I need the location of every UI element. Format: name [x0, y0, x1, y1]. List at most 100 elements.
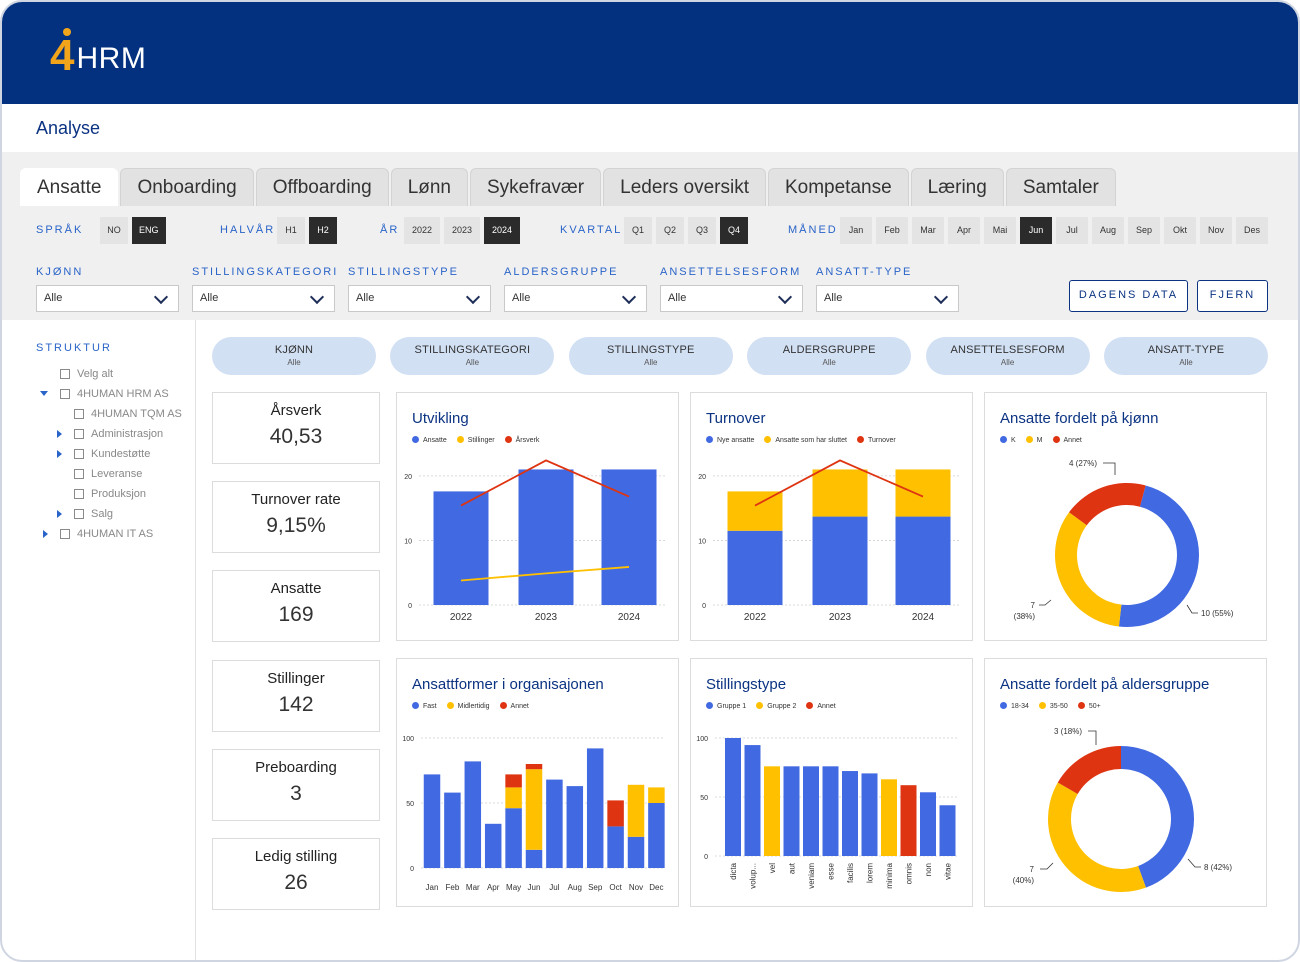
checkbox[interactable]	[60, 529, 70, 539]
tree-item[interactable]: Leveranse	[74, 467, 142, 481]
x-tick-label: non	[924, 863, 933, 876]
dagens-data-button[interactable]: DAGENS DATA	[1069, 280, 1188, 312]
tree-item[interactable]: Velg alt	[60, 367, 113, 381]
filter-pill[interactable]: ANSETTELSESFORM Alle	[925, 337, 1090, 375]
tab-ansatte[interactable]: Ansatte	[20, 168, 119, 206]
filter-pill[interactable]: STILLINGSTYPE Alle	[568, 337, 733, 375]
filter-pill[interactable]: KJØNN Alle	[212, 337, 376, 375]
maned-option-apr[interactable]: Apr	[948, 217, 980, 244]
label-leader-line	[1103, 462, 1116, 475]
bar-segment	[627, 784, 645, 837]
chevron-down-icon	[777, 289, 793, 305]
kpi-card: Ansatte 169	[212, 570, 380, 643]
maned-option-mar[interactable]: Mar	[912, 217, 944, 244]
tree-item[interactable]: 4HUMAN IT AS	[43, 527, 153, 541]
tree-item-label: 4HUMAN TQM AS	[91, 408, 182, 420]
tab-offboarding[interactable]: Offboarding	[255, 168, 389, 206]
tree-item[interactable]: Kundestøtte	[57, 447, 150, 461]
sprak-option-eng[interactable]: ENG	[132, 217, 166, 244]
ar-option-2023[interactable]: 2023	[444, 217, 480, 244]
y-tick-label: 0	[408, 603, 412, 610]
filter-select-ansettelsesform[interactable]: Alle	[660, 285, 803, 312]
tab-lønn[interactable]: Lønn	[390, 168, 468, 206]
maned-option-mai[interactable]: Mai	[984, 217, 1016, 244]
slice-label: 4 (27%)	[1069, 459, 1097, 468]
tab-samtaler[interactable]: Samtaler	[1005, 168, 1116, 206]
filter-select-ansatt-type[interactable]: Alle	[816, 285, 959, 312]
maned-option-okt[interactable]: Okt	[1164, 217, 1196, 244]
tree-item[interactable]: 4HUMAN TQM AS	[74, 407, 182, 421]
halvar-option-h2[interactable]: H2	[309, 217, 337, 244]
maned-option-jun[interactable]: Jun	[1020, 217, 1052, 244]
checkbox[interactable]	[60, 369, 70, 379]
tree-item[interactable]: Produksjon	[74, 487, 146, 501]
legend-item: M	[1025, 436, 1043, 444]
maned-option-nov[interactable]: Nov	[1200, 217, 1232, 244]
filter-select-stillingstype[interactable]: Alle	[348, 285, 491, 312]
caret-down-icon[interactable]	[40, 391, 48, 396]
filter-select-kj-nn[interactable]: Alle	[36, 285, 179, 312]
chart-legend: Nye ansatte Ansatte som har sluttet Turnov…	[706, 436, 896, 444]
tab-leders-oversikt[interactable]: Leders oversikt	[603, 168, 766, 206]
checkbox[interactable]	[74, 509, 84, 519]
caret-right-icon[interactable]	[57, 430, 62, 438]
caret-right-icon[interactable]	[57, 450, 62, 458]
kvartal-option-q2[interactable]: Q2	[656, 217, 684, 244]
caret-right-icon[interactable]	[57, 510, 62, 518]
ar-option-2024[interactable]: 2024	[484, 217, 520, 244]
chevron-down-icon	[309, 289, 325, 305]
checkbox[interactable]	[74, 469, 84, 479]
filter-select-aldersgruppe[interactable]: Alle	[504, 285, 647, 312]
bar-segment	[895, 469, 951, 517]
checkbox[interactable]	[74, 449, 84, 459]
x-tick-label: aut	[788, 862, 797, 874]
tree-item[interactable]: 4HUMAN HRM AS	[40, 387, 169, 401]
maned-option-jan[interactable]: Jan	[840, 217, 872, 244]
tab-sykefravær[interactable]: Sykefravær	[470, 168, 602, 206]
y-tick-label: 100	[696, 736, 708, 743]
tree-item[interactable]: Administrasjon	[57, 427, 164, 441]
tab-onboarding[interactable]: Onboarding	[120, 168, 254, 206]
legend-dot	[706, 436, 713, 443]
filter-pill-title: KJØNN	[274, 344, 314, 356]
checkbox[interactable]	[74, 429, 84, 439]
maned-option-feb[interactable]: Feb	[876, 217, 908, 244]
filter-pill[interactable]: ALDERSGRUPPE Alle	[747, 337, 912, 375]
x-tick-label: Dec	[649, 883, 663, 892]
maned-option-sep[interactable]: Sep	[1128, 217, 1160, 244]
x-tick-label: Nov	[629, 883, 643, 892]
x-tick-label: Jan	[426, 883, 439, 892]
kvartal-option-q1[interactable]: Q1	[624, 217, 652, 244]
checkbox[interactable]	[60, 389, 70, 399]
kpi-value: 40,53	[269, 425, 323, 448]
kvartal-option-q4[interactable]: Q4	[720, 217, 748, 244]
legend-label: Gruppe 2	[767, 703, 797, 710]
fjern-button[interactable]: FJERN	[1197, 280, 1268, 312]
checkbox[interactable]	[74, 489, 84, 499]
logo[interactable]: 4 HRM	[50, 28, 146, 78]
checkbox[interactable]	[74, 409, 84, 419]
sprak-option-no[interactable]: NO	[100, 217, 128, 244]
ar-option-2022[interactable]: 2022	[404, 217, 440, 244]
filter-pill[interactable]: STILLINGSKATEGORI Alle	[390, 337, 555, 375]
tab-læring[interactable]: Læring	[910, 168, 1004, 206]
maned-option-des[interactable]: Des	[1236, 217, 1268, 244]
filter-select-stillingskategori[interactable]: Alle	[192, 285, 335, 312]
tab-kompetanse[interactable]: Kompetanse	[767, 168, 909, 206]
legend-dot	[1052, 436, 1060, 443]
legend-label: Ansatte	[423, 437, 447, 444]
kvartal-option-q3[interactable]: Q3	[688, 217, 716, 244]
filter-pill[interactable]: ANSATT-TYPE Alle	[1104, 337, 1268, 375]
kpi-value: 169	[278, 603, 314, 627]
maned-option-aug[interactable]: Aug	[1092, 217, 1124, 244]
filter-pill-title: ANSETTELSESFORM	[950, 344, 1065, 356]
halvar-option-h1[interactable]: H1	[277, 217, 305, 244]
caret-right-icon[interactable]	[43, 530, 48, 538]
tree-item[interactable]: Salg	[57, 507, 113, 521]
legend-item: K	[1000, 436, 1016, 444]
legend-label: Stillinger	[467, 437, 495, 444]
filter-select-value: Alle	[824, 292, 843, 304]
tree-item-label: Administrasjon	[91, 428, 164, 440]
x-tick-label: 2023	[535, 612, 558, 623]
maned-option-jul[interactable]: Jul	[1056, 217, 1088, 244]
